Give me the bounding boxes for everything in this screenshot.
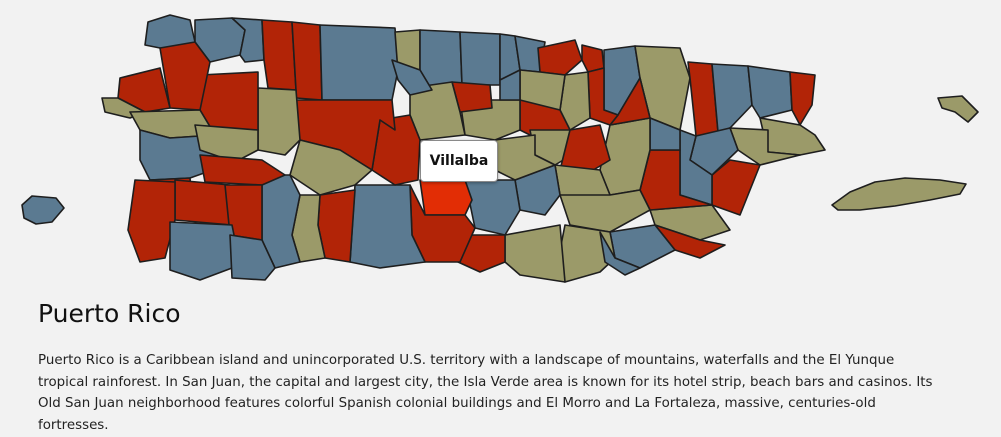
municipality-villalba[interactable] (419, 179, 473, 216)
municipality-las-marias[interactable] (194, 124, 259, 163)
municipality-lares[interactable] (257, 87, 301, 156)
municipality-hatillo[interactable] (291, 21, 323, 101)
municipality-aguada[interactable] (117, 67, 171, 113)
tooltip-label: Villalba (429, 153, 489, 169)
municipality-camuy[interactable] (261, 19, 297, 91)
municipality-catano[interactable] (581, 44, 605, 73)
municipality-arecibo[interactable] (319, 24, 399, 101)
municipality-cabo-rojo[interactable] (127, 179, 176, 263)
culebra-island[interactable] (937, 95, 979, 123)
main-island (101, 14, 826, 283)
vieques-island[interactable] (831, 177, 967, 211)
map-canvas (21, 14, 979, 283)
mona-island[interactable] (21, 195, 65, 225)
municipality-fajardo[interactable] (789, 71, 816, 126)
municipality-luquillo[interactable] (747, 65, 793, 119)
page-title: Puerto Rico (38, 299, 181, 328)
municipality-guanica[interactable] (229, 234, 276, 281)
municipality-coamo[interactable] (464, 179, 521, 236)
puerto-rico-map: Villalba (21, 14, 979, 283)
municipality-moca[interactable] (159, 41, 211, 111)
municipality-florida[interactable] (391, 59, 433, 96)
municipality-aguas-buenas[interactable] (559, 124, 611, 176)
municipality-ceiba[interactable] (759, 117, 826, 156)
municipality-maricao[interactable] (199, 154, 286, 186)
municipality-rio-grande[interactable] (711, 63, 753, 133)
municipality-san-german[interactable] (174, 179, 233, 226)
municipality-lajas[interactable] (169, 221, 241, 281)
municipality-toa-baja[interactable] (537, 39, 583, 76)
municipality-arroyo[interactable] (599, 231, 641, 276)
municipality-vega-baja[interactable] (459, 31, 501, 86)
page-description: Puerto Rico is a Caribbean island and un… (38, 353, 933, 433)
municipality-salinas[interactable] (504, 224, 566, 283)
municipality-corozal[interactable] (499, 69, 521, 101)
municipality-tooltip: Villalba (420, 140, 498, 182)
